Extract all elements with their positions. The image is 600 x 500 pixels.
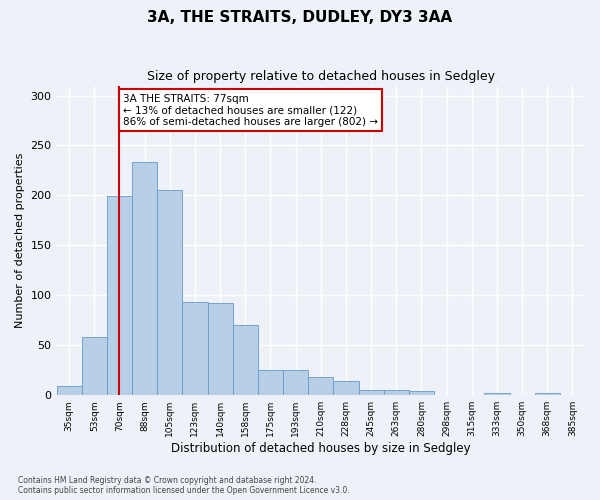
Bar [107, 196, 132, 395]
Bar [258, 370, 283, 395]
Bar [182, 302, 208, 395]
Bar [56, 386, 82, 395]
Bar [283, 370, 308, 395]
Title: Size of property relative to detached houses in Sedgley: Size of property relative to detached ho… [147, 70, 495, 83]
Bar [157, 190, 182, 395]
Y-axis label: Number of detached properties: Number of detached properties [15, 152, 25, 328]
Text: Contains HM Land Registry data © Crown copyright and database right 2024.
Contai: Contains HM Land Registry data © Crown c… [18, 476, 350, 495]
Bar [409, 391, 434, 395]
Bar [359, 390, 383, 395]
Bar [535, 393, 560, 395]
Text: 3A, THE STRAITS, DUDLEY, DY3 3AA: 3A, THE STRAITS, DUDLEY, DY3 3AA [148, 10, 452, 25]
Bar [308, 377, 334, 395]
Bar [82, 338, 107, 395]
Text: 3A THE STRAITS: 77sqm
← 13% of detached houses are smaller (122)
86% of semi-det: 3A THE STRAITS: 77sqm ← 13% of detached … [123, 94, 378, 126]
Bar [484, 393, 509, 395]
X-axis label: Distribution of detached houses by size in Sedgley: Distribution of detached houses by size … [171, 442, 470, 455]
Bar [132, 162, 157, 395]
Bar [334, 381, 359, 395]
Bar [233, 326, 258, 395]
Bar [383, 390, 409, 395]
Bar [208, 304, 233, 395]
